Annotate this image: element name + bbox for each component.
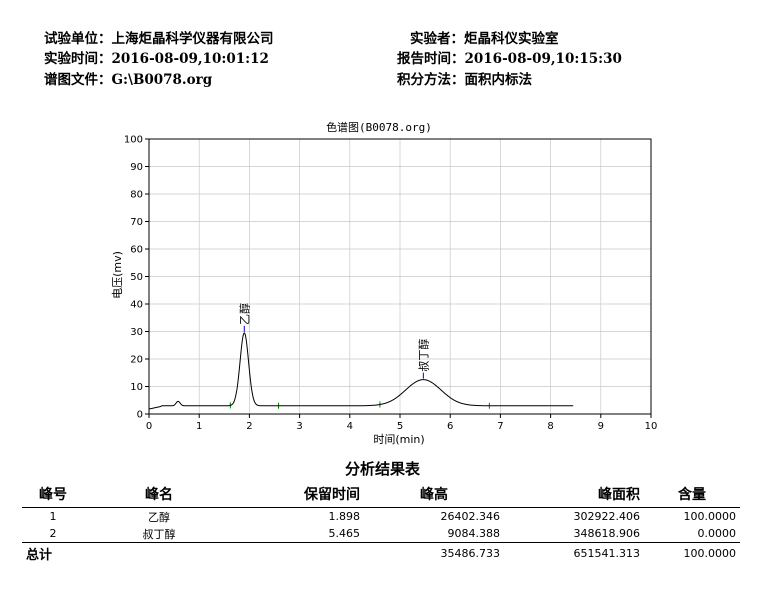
y-tick-label: 50: [130, 272, 143, 283]
y-tick-label: 80: [130, 190, 143, 201]
y-tick-label: 20: [130, 355, 143, 366]
cell-retention-time: 5.465: [328, 527, 361, 540]
report-time-label: 报告时间：: [397, 51, 465, 67]
cell-content: 0.0000: [697, 527, 737, 540]
exp-time-value: 2016-08-09,10:01:12: [111, 51, 269, 67]
cell-content: 100.0000: [683, 510, 737, 523]
total-peak-area: 651541.313: [504, 542, 644, 563]
chromatogram-trace: [148, 332, 574, 410]
header-peak-area: 峰面积: [504, 481, 644, 508]
x-tick-label: 4: [347, 421, 353, 432]
unit-label: 试验单位：: [44, 31, 112, 47]
exp-time-label: 实验时间：: [44, 51, 112, 67]
x-tick-label: 8: [547, 421, 553, 432]
file-label: 谱图文件：: [44, 72, 112, 88]
results-title: 分析结果表: [344, 460, 420, 478]
chart-title: 色谱图(B0078.org): [326, 120, 432, 134]
cell-retention-time: 1.898: [328, 510, 361, 523]
cell-peak-height: 9084.388: [447, 527, 501, 540]
peak-label: 叔丁醇: [416, 339, 430, 372]
y-tick-label: 40: [130, 300, 143, 311]
cell-peak-no: 1: [49, 510, 57, 523]
cell-peak-area: 302922.406: [573, 510, 640, 523]
experimenter-value: 炬晶科仪实验室: [464, 31, 559, 47]
y-tick-label: 60: [130, 245, 143, 256]
x-tick-label: 5: [397, 421, 403, 432]
cell-peak-name: 乙醇: [148, 510, 170, 524]
x-tick-label: 0: [146, 421, 152, 432]
x-tick-label: 2: [246, 421, 252, 432]
experimenter-line: 实验者：炬晶科仪实验室: [410, 27, 559, 47]
x-tick-label: 7: [497, 421, 503, 432]
header-peak-height: 峰高: [364, 481, 504, 508]
table-row: 2 叔丁醇 5.465 9084.388 348618.906 0.0000: [22, 525, 740, 543]
x-tick-label: 1: [196, 421, 202, 432]
y-tick-label: 30: [130, 327, 143, 338]
cell-peak-area: 348618.906: [573, 527, 640, 540]
y-tick-label: 90: [130, 162, 143, 173]
total-peak-height: 35486.733: [364, 542, 504, 563]
file-line: 谱图文件：G:\B0078.org: [44, 68, 212, 88]
total-row: 总计 35486.733 651541.313 100.0000: [22, 542, 740, 563]
results-header-row: 峰号 峰名 保留时间 峰高 峰面积 含量: [22, 481, 740, 508]
header-retention-time: 保留时间: [234, 481, 364, 508]
integration-value: 面积内标法: [464, 72, 533, 88]
chromatogram-chart: 色谱图(B0078.org) 0 1 2 3 4 5 6 7 8 9 100102030405060…: [111, 120, 658, 446]
unit-line: 试验单位：上海炬晶科学仪器有限公司: [44, 27, 274, 47]
x-axis-label: 时间(min): [373, 433, 424, 446]
header-peak-name: 峰名: [84, 481, 234, 508]
total-label: 总计: [22, 542, 84, 563]
report-time-value: 2016-08-09,10:15:30: [464, 51, 622, 67]
exp-time-line: 实验时间：2016-08-09,10:01:12: [44, 47, 269, 67]
total-peak-name: [84, 542, 234, 563]
total-content: 100.0000: [644, 542, 740, 563]
peak-label: 乙醇: [237, 303, 251, 325]
results-table: 峰号 峰名 保留时间 峰高 峰面积 含量 1 乙醇 1.898 26402.34…: [22, 481, 740, 563]
y-axis-label: 电压(mv): [111, 251, 124, 299]
cell-peak-no: 2: [49, 527, 57, 540]
total-retention-time: [234, 542, 364, 563]
y-tick-label: 0: [137, 410, 143, 421]
integration-label: 积分方法：: [397, 72, 465, 88]
x-tick-label: 9: [598, 421, 604, 432]
y-tick-label: 70: [130, 217, 143, 228]
y-tick-label: 100: [124, 135, 143, 146]
report-time-line: 报告时间：2016-08-09,10:15:30: [397, 47, 622, 67]
cell-peak-height: 26402.346: [440, 510, 501, 523]
unit-value: 上海炬晶科学仪器有限公司: [111, 31, 274, 47]
cell-peak-name: 叔丁醇: [142, 527, 176, 541]
x-tick-label: 6: [447, 421, 453, 432]
table-row: 1 乙醇 1.898 26402.346 302922.406 100.0000: [22, 508, 740, 526]
experimenter-label: 实验者：: [410, 31, 464, 47]
file-value: G:\B0078.org: [111, 72, 213, 88]
header-content: 含量: [644, 481, 740, 508]
x-tick-label: 3: [296, 421, 302, 432]
x-tick-label: 10: [645, 421, 658, 432]
integration-line: 积分方法：面积内标法: [397, 68, 532, 88]
header-peak-no: 峰号: [22, 481, 84, 508]
y-tick-label: 10: [130, 382, 143, 393]
